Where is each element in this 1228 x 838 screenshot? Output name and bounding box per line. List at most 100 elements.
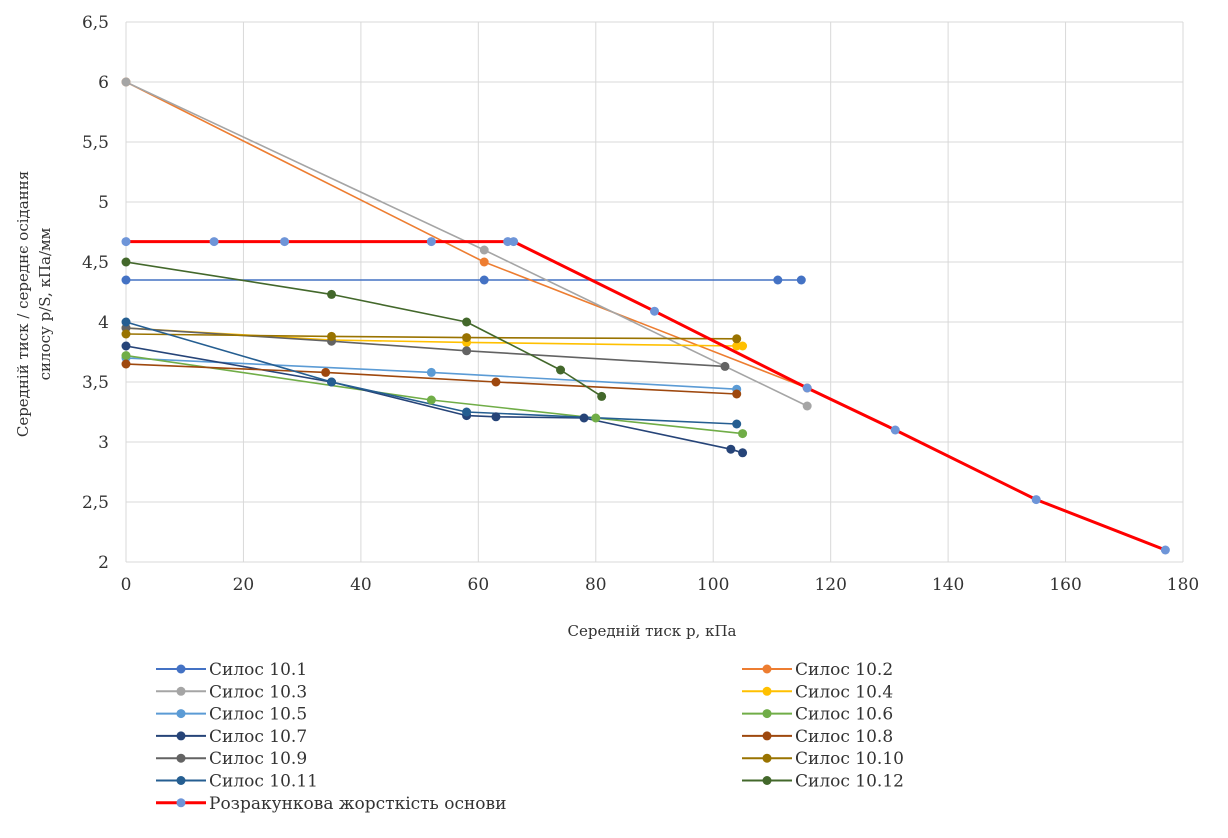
legend-item: Силос 10.6 bbox=[742, 705, 893, 725]
series-point bbox=[802, 401, 812, 411]
series-line bbox=[125, 327, 726, 368]
series-point bbox=[732, 334, 742, 344]
legend-label: Силос 10.11 bbox=[209, 772, 318, 792]
series-points bbox=[121, 77, 1170, 555]
series-point bbox=[738, 429, 748, 439]
legend-marker bbox=[176, 664, 186, 674]
x-tick-label: 0 bbox=[121, 575, 132, 595]
y-tick-label: 3,5 bbox=[82, 373, 109, 393]
x-tick-label: 80 bbox=[585, 575, 607, 595]
series-point bbox=[327, 331, 337, 341]
series-point bbox=[479, 257, 489, 267]
x-tick-label: 180 bbox=[1167, 575, 1199, 595]
series-point bbox=[890, 425, 900, 435]
legend-item: Розракункова жорсткість основи bbox=[156, 794, 506, 814]
legend-item: Силос 10.8 bbox=[742, 727, 893, 747]
series-point bbox=[426, 237, 436, 247]
series-point bbox=[121, 237, 131, 247]
legend-item: Силос 10.7 bbox=[156, 727, 307, 747]
y-axis-title: Середній тиск / середнє осідання силосу … bbox=[14, 171, 54, 437]
gridlines bbox=[125, 21, 1184, 563]
y-tick-label: 3 bbox=[98, 433, 109, 453]
y-axis-title-line-2: силосу р/S, кПа/мм bbox=[36, 227, 54, 380]
series-point bbox=[426, 367, 436, 377]
legend-label: Силос 10.5 bbox=[209, 705, 307, 725]
series-line bbox=[126, 240, 1166, 552]
legend-item: Силос 10.12 bbox=[742, 772, 904, 792]
legend-label: Розракункова жорсткість основи bbox=[209, 794, 506, 814]
series-point bbox=[556, 365, 566, 375]
legend-marker bbox=[762, 731, 772, 741]
series-point bbox=[121, 317, 131, 327]
series-point bbox=[491, 412, 501, 422]
legend-label: Силос 10.4 bbox=[795, 682, 893, 702]
series-line bbox=[125, 363, 737, 395]
y-tick-label: 2 bbox=[98, 553, 109, 573]
series-line bbox=[125, 354, 743, 435]
legend-marker bbox=[176, 731, 186, 741]
y-tick-label: 2,5 bbox=[82, 493, 109, 513]
x-tick-label: 140 bbox=[932, 575, 964, 595]
series-point bbox=[732, 419, 742, 429]
y-tick-label: 5 bbox=[98, 193, 109, 213]
series-point bbox=[796, 275, 806, 285]
x-axis-title: Середній тиск р, кПа bbox=[567, 622, 736, 640]
series-point bbox=[509, 237, 519, 247]
y-axis-title-line-1: Середній тиск / середнє осідання bbox=[14, 171, 32, 437]
legend-marker bbox=[762, 664, 772, 674]
x-axis-tick-labels: 0 20 40 60 80 100 120 140 160 180 bbox=[121, 575, 1200, 595]
series-point bbox=[491, 377, 501, 387]
series-point bbox=[426, 395, 436, 405]
series-point bbox=[732, 389, 742, 399]
series-lines bbox=[125, 81, 808, 454]
legend-label: Силос 10.1 bbox=[209, 660, 307, 680]
series-point bbox=[650, 306, 659, 316]
series-point bbox=[1160, 545, 1170, 555]
legend-marker bbox=[176, 798, 186, 808]
legend-item: Силос 10.4 bbox=[742, 682, 893, 702]
series-point bbox=[121, 351, 131, 361]
legend-marker bbox=[762, 776, 772, 785]
series-point bbox=[462, 407, 472, 417]
series-line bbox=[125, 321, 737, 425]
series-point bbox=[579, 413, 589, 423]
series-point bbox=[327, 289, 337, 299]
legend-label: Силос 10.3 bbox=[209, 682, 307, 702]
series-point bbox=[121, 341, 131, 351]
x-tick-label: 20 bbox=[233, 575, 255, 595]
legend-marker bbox=[176, 753, 186, 763]
legend-marker bbox=[762, 753, 772, 763]
legend-marker bbox=[176, 709, 186, 719]
legend-label: Силос 10.10 bbox=[795, 749, 904, 769]
series-point bbox=[462, 317, 472, 327]
legend-marker bbox=[762, 709, 772, 719]
series-point bbox=[479, 245, 489, 255]
legend-label: Силос 10.8 bbox=[795, 727, 893, 747]
x-tick-label: 40 bbox=[350, 575, 372, 595]
legend-label: Силос 10.2 bbox=[795, 660, 893, 680]
legend-item: Силос 10.3 bbox=[156, 682, 307, 702]
x-tick-label: 100 bbox=[697, 575, 729, 595]
legend-marker bbox=[176, 686, 186, 696]
series-point bbox=[738, 341, 748, 351]
series-point bbox=[591, 413, 601, 423]
legend-item: Силос 10.9 bbox=[156, 749, 307, 769]
legend-item: Силос 10.2 bbox=[742, 660, 893, 680]
series-point bbox=[720, 361, 730, 371]
legend-label: Силос 10.12 bbox=[795, 772, 904, 792]
y-tick-label: 4 bbox=[98, 313, 109, 333]
legend-item: Силос 10.10 bbox=[742, 749, 904, 769]
legend-label: Силос 10.7 bbox=[209, 727, 307, 747]
series-point bbox=[597, 391, 607, 401]
series-point bbox=[773, 275, 783, 285]
series-point bbox=[121, 257, 131, 267]
series-line bbox=[125, 333, 737, 340]
legend-item: Силос 10.5 bbox=[156, 705, 307, 725]
series-point bbox=[462, 333, 472, 343]
series-point bbox=[121, 77, 131, 87]
y-tick-label: 5,5 bbox=[82, 133, 109, 153]
series-point bbox=[121, 329, 131, 339]
y-tick-label: 6 bbox=[98, 73, 109, 93]
x-tick-label: 60 bbox=[468, 575, 490, 595]
